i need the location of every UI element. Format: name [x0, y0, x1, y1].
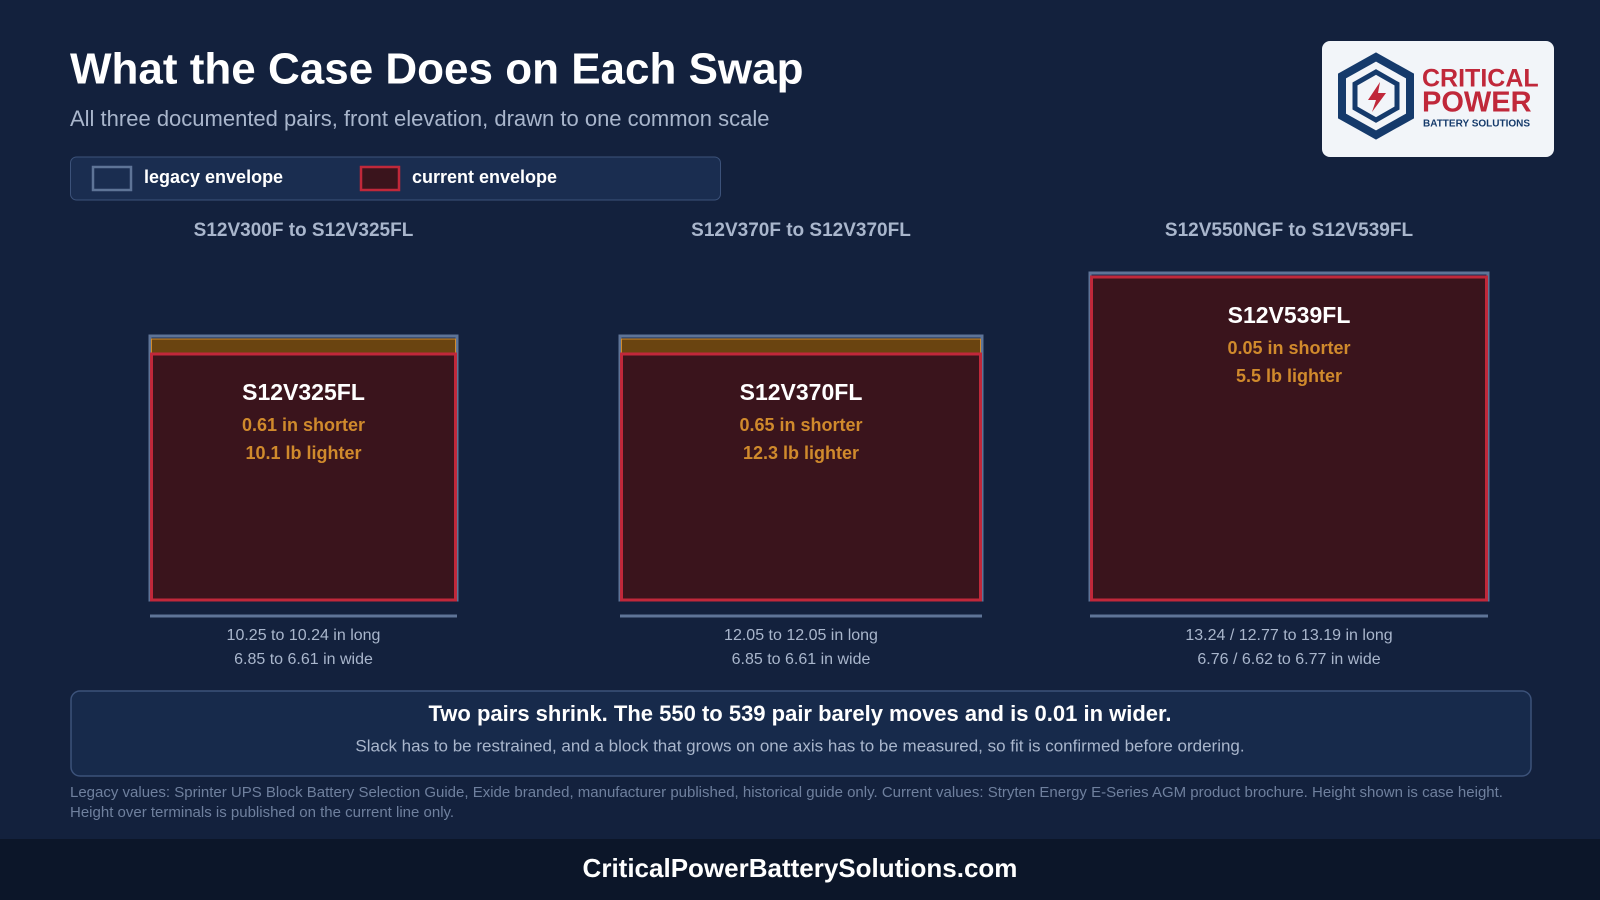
width-note: 6.85 to 6.61 in wide [732, 651, 871, 668]
weight-change: 10.1 lb lighter [245, 443, 361, 463]
legend-label: legacy envelope [144, 167, 283, 187]
model-label: S12V539FL [1228, 302, 1351, 328]
width-note: 6.76 / 6.62 to 6.77 in wide [1197, 651, 1380, 668]
height-change: 0.61 in shorter [242, 415, 365, 435]
footnote: Legacy values: Sprinter UPS Block Batter… [70, 784, 1503, 821]
logo-text: POWER [1422, 87, 1532, 119]
legend-swatch-legacy [91, 165, 133, 192]
current-envelope [620, 352, 982, 602]
weight-change: 5.5 lb lighter [1236, 366, 1342, 386]
logo-bolt [1368, 82, 1386, 112]
length-note: 10.25 to 10.24 in long [227, 627, 381, 644]
logo-text: CRITICAL [1422, 65, 1539, 93]
title: What the Case Does on Each Swap [70, 45, 804, 94]
pair-heading: S12V550NGF to S12V539FL [1165, 220, 1414, 241]
summary-box [70, 690, 1532, 777]
height-difference [151, 338, 456, 354]
pairs: S12V300F to S12V325FL S12V325FL 0.61 in sh… [148, 220, 1490, 668]
logo-hex-inner [1352, 69, 1400, 123]
model-label: S12V325FL [242, 379, 365, 405]
height-change: 0.65 in shorter [739, 415, 862, 435]
subtitle: All three documented pairs, front elevat… [70, 106, 770, 131]
legend-swatch-current [359, 165, 401, 192]
logo-text: BATTERY SOLUTIONS [1423, 119, 1530, 130]
pair-heading: S12V300F to S12V325FL [194, 220, 414, 241]
logo-box [1322, 41, 1554, 157]
model-label: S12V370FL [740, 379, 863, 405]
summary-detail: Slack has to be restrained, and a block … [355, 736, 1244, 755]
footer: CriticalPowerBatterySolutions.com [583, 853, 1018, 883]
height-change: 0.05 in shorter [1227, 338, 1350, 358]
logo-hex [1338, 52, 1414, 140]
summary-headline: Two pairs shrink. The 550 to 539 pair ba… [429, 701, 1172, 726]
height-difference [621, 338, 981, 354]
footer-band [0, 839, 1600, 900]
length-note: 13.24 / 12.77 to 13.19 in long [1185, 627, 1392, 644]
current-envelope [150, 352, 457, 602]
width-note: 6.85 to 6.61 in wide [234, 651, 373, 668]
length-note: 12.05 to 12.05 in long [724, 627, 878, 644]
legend-label: current envelope [412, 167, 557, 187]
current-envelope [1090, 275, 1488, 602]
pair-heading: S12V370F to S12V370FL [691, 220, 911, 241]
weight-change: 12.3 lb lighter [743, 443, 859, 463]
